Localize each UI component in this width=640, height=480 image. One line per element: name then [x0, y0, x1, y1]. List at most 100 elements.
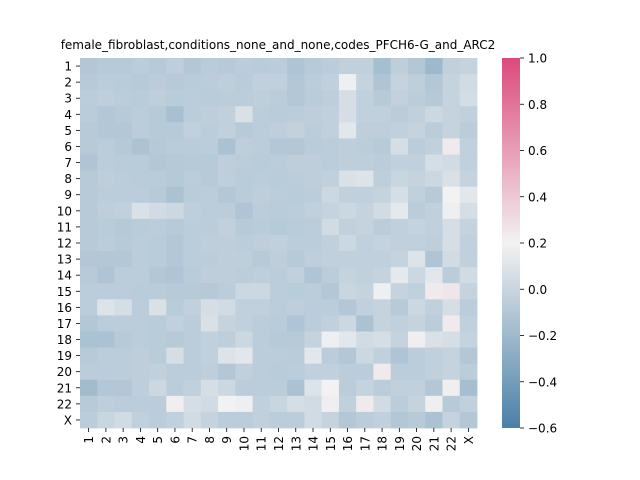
heatmap-cell: [304, 90, 323, 107]
heatmap-cell: [459, 90, 478, 107]
heatmap-cell: [166, 395, 184, 413]
heatmap-cell: [97, 379, 115, 397]
row-label: 16: [57, 301, 72, 315]
heatmap-cell: [425, 347, 443, 365]
heatmap-cell: [442, 202, 461, 220]
heatmap-cell: [425, 315, 443, 332]
heatmap-cell: [287, 106, 305, 123]
heatmap-cell: [218, 363, 236, 381]
heatmap-cell: [338, 170, 357, 188]
heatmap-cell: [149, 315, 167, 332]
column-label: 18: [376, 436, 390, 451]
heatmap-cell: [80, 202, 98, 220]
heatmap-cell: [442, 154, 461, 172]
heatmap-cell: [131, 170, 150, 188]
heatmap-cell: [390, 267, 409, 284]
heatmap-cell: [97, 395, 115, 413]
heatmap-cell: [97, 138, 115, 155]
heatmap-cell: [373, 170, 392, 188]
heatmap-cell: [218, 347, 236, 365]
heatmap-cell: [166, 363, 184, 381]
heatmap-cell: [131, 218, 150, 236]
heatmap-cell: [149, 395, 167, 413]
heatmap-cell: [200, 218, 219, 236]
column-label: 19: [393, 436, 407, 451]
heatmap-cell: [149, 138, 167, 155]
heatmap-cell: [356, 170, 374, 188]
heatmap-cell: [269, 251, 288, 268]
heatmap-cell: [218, 106, 236, 123]
heatmap-cell: [373, 106, 392, 123]
heatmap-cell: [269, 331, 288, 348]
heatmap-cell: [287, 331, 305, 348]
heatmap-cell: [183, 251, 202, 268]
heatmap-cell: [390, 218, 409, 236]
heatmap-cell: [442, 315, 461, 332]
heatmap-cell: [166, 267, 184, 284]
heatmap-cell: [131, 379, 150, 397]
heatmap-cell: [131, 347, 150, 365]
row-label: 10: [57, 204, 72, 218]
column-label: 1: [82, 436, 96, 444]
heatmap-cell: [373, 186, 392, 204]
heatmap-cell: [459, 218, 478, 236]
heatmap-cell: [218, 331, 236, 348]
heatmap-cell: [407, 299, 426, 316]
heatmap-cell: [269, 90, 288, 107]
chart-title: female_fibroblast,conditions_none_and_no…: [61, 38, 496, 52]
heatmap-cell: [304, 251, 323, 268]
heatmap-cell: [407, 186, 426, 204]
colorbar-tick-label: 0.0: [528, 283, 547, 297]
heatmap-cell: [200, 315, 219, 332]
heatmap-cell: [114, 218, 133, 236]
heatmap-cell: [321, 267, 340, 284]
heatmap-cell: [373, 251, 392, 268]
heatmap-cell: [166, 411, 184, 429]
heatmap-cell: [200, 186, 219, 204]
heatmap-cell: [373, 218, 392, 236]
heatmap-cell: [97, 331, 115, 348]
heatmap-cell: [183, 106, 202, 123]
heatmap-cell: [269, 218, 288, 236]
heatmap-cell: [442, 74, 461, 91]
heatmap-cell: [200, 234, 219, 252]
heatmap-cell: [407, 122, 426, 139]
heatmap-cell: [235, 234, 254, 252]
heatmap-cells: [80, 58, 478, 429]
heatmap-cell: [304, 395, 323, 413]
heatmap-cell: [200, 202, 219, 220]
heatmap-cell: [356, 234, 374, 252]
heatmap-cell: [252, 154, 271, 172]
heatmap-cell: [425, 299, 443, 316]
heatmap-cell: [235, 218, 254, 236]
heatmap-cell: [252, 122, 271, 139]
heatmap-cell: [218, 186, 236, 204]
heatmap-cell: [114, 251, 133, 268]
heatmap-cell: [407, 331, 426, 348]
heatmap-cell: [338, 138, 357, 155]
heatmap-cell: [321, 347, 340, 365]
heatmap-cell: [304, 315, 323, 332]
heatmap-cell: [390, 395, 409, 413]
heatmap-cell: [338, 411, 357, 429]
heatmap-cell: [235, 315, 254, 332]
heatmap-cell: [287, 170, 305, 188]
heatmap-cell: [80, 58, 98, 75]
heatmap-cell: [114, 122, 133, 139]
heatmap-cell: [269, 283, 288, 300]
heatmap-cell: [304, 283, 323, 300]
heatmap-cell: [304, 58, 323, 75]
heatmap-cell: [459, 267, 478, 284]
heatmap-cell: [407, 138, 426, 155]
heatmap-cell: [442, 299, 461, 316]
row-label: 7: [64, 156, 72, 170]
heatmap-cell: [149, 299, 167, 316]
heatmap-cell: [425, 331, 443, 348]
heatmap-cell: [338, 331, 357, 348]
heatmap-cell: [114, 363, 133, 381]
heatmap-cell: [373, 154, 392, 172]
heatmap-cell: [149, 251, 167, 268]
column-label: 5: [151, 436, 165, 444]
heatmap-cell: [80, 411, 98, 429]
